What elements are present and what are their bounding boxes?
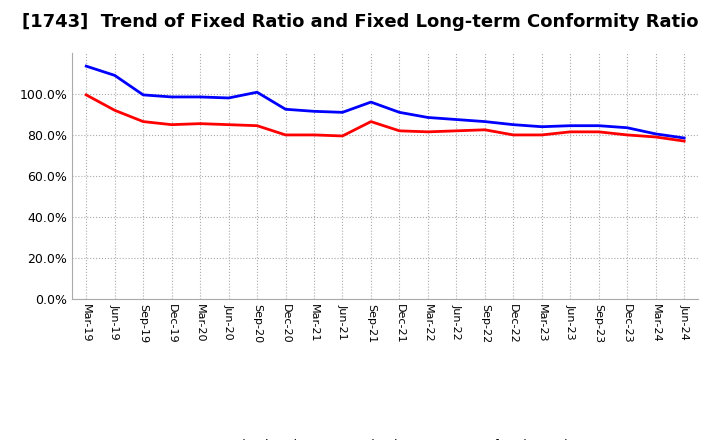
Fixed Long-term Conformity Ratio <box>680 139 688 144</box>
Fixed Ratio <box>509 122 518 127</box>
Fixed Long-term Conformity Ratio <box>196 121 204 126</box>
Fixed Long-term Conformity Ratio <box>595 129 603 135</box>
Fixed Ratio <box>310 109 318 114</box>
Fixed Long-term Conformity Ratio <box>282 132 290 138</box>
Fixed Long-term Conformity Ratio <box>652 134 660 139</box>
Fixed Long-term Conformity Ratio <box>139 119 148 124</box>
Fixed Ratio <box>566 123 575 128</box>
Fixed Ratio <box>196 94 204 99</box>
Fixed Long-term Conformity Ratio <box>452 128 461 133</box>
Fixed Long-term Conformity Ratio <box>253 123 261 128</box>
Fixed Long-term Conformity Ratio <box>167 122 176 127</box>
Fixed Ratio <box>225 95 233 101</box>
Fixed Long-term Conformity Ratio <box>537 132 546 138</box>
Fixed Long-term Conformity Ratio <box>366 119 375 124</box>
Fixed Ratio <box>395 110 404 115</box>
Line: Fixed Ratio: Fixed Ratio <box>86 66 684 138</box>
Text: [1743]  Trend of Fixed Ratio and Fixed Long-term Conformity Ratio: [1743] Trend of Fixed Ratio and Fixed Lo… <box>22 13 698 31</box>
Fixed Long-term Conformity Ratio <box>395 128 404 133</box>
Fixed Ratio <box>253 90 261 95</box>
Fixed Ratio <box>537 124 546 129</box>
Fixed Ratio <box>366 99 375 105</box>
Fixed Long-term Conformity Ratio <box>509 132 518 138</box>
Fixed Ratio <box>652 131 660 136</box>
Fixed Ratio <box>623 125 631 130</box>
Fixed Long-term Conformity Ratio <box>82 92 91 98</box>
Fixed Ratio <box>167 94 176 99</box>
Fixed Long-term Conformity Ratio <box>566 129 575 135</box>
Fixed Ratio <box>480 119 489 124</box>
Fixed Ratio <box>139 92 148 98</box>
Fixed Ratio <box>82 63 91 69</box>
Fixed Ratio <box>338 110 347 115</box>
Fixed Long-term Conformity Ratio <box>623 132 631 138</box>
Fixed Ratio <box>110 73 119 78</box>
Fixed Ratio <box>452 117 461 122</box>
Fixed Long-term Conformity Ratio <box>480 127 489 132</box>
Fixed Long-term Conformity Ratio <box>310 132 318 138</box>
Fixed Ratio <box>282 106 290 112</box>
Fixed Long-term Conformity Ratio <box>110 108 119 113</box>
Fixed Ratio <box>680 136 688 141</box>
Line: Fixed Long-term Conformity Ratio: Fixed Long-term Conformity Ratio <box>86 95 684 141</box>
Legend: Fixed Ratio, Fixed Long-term Conformity Ratio: Fixed Ratio, Fixed Long-term Conformity … <box>190 433 580 440</box>
Fixed Ratio <box>595 123 603 128</box>
Fixed Ratio <box>423 115 432 120</box>
Fixed Long-term Conformity Ratio <box>423 129 432 135</box>
Fixed Long-term Conformity Ratio <box>338 133 347 139</box>
Fixed Long-term Conformity Ratio <box>225 122 233 127</box>
